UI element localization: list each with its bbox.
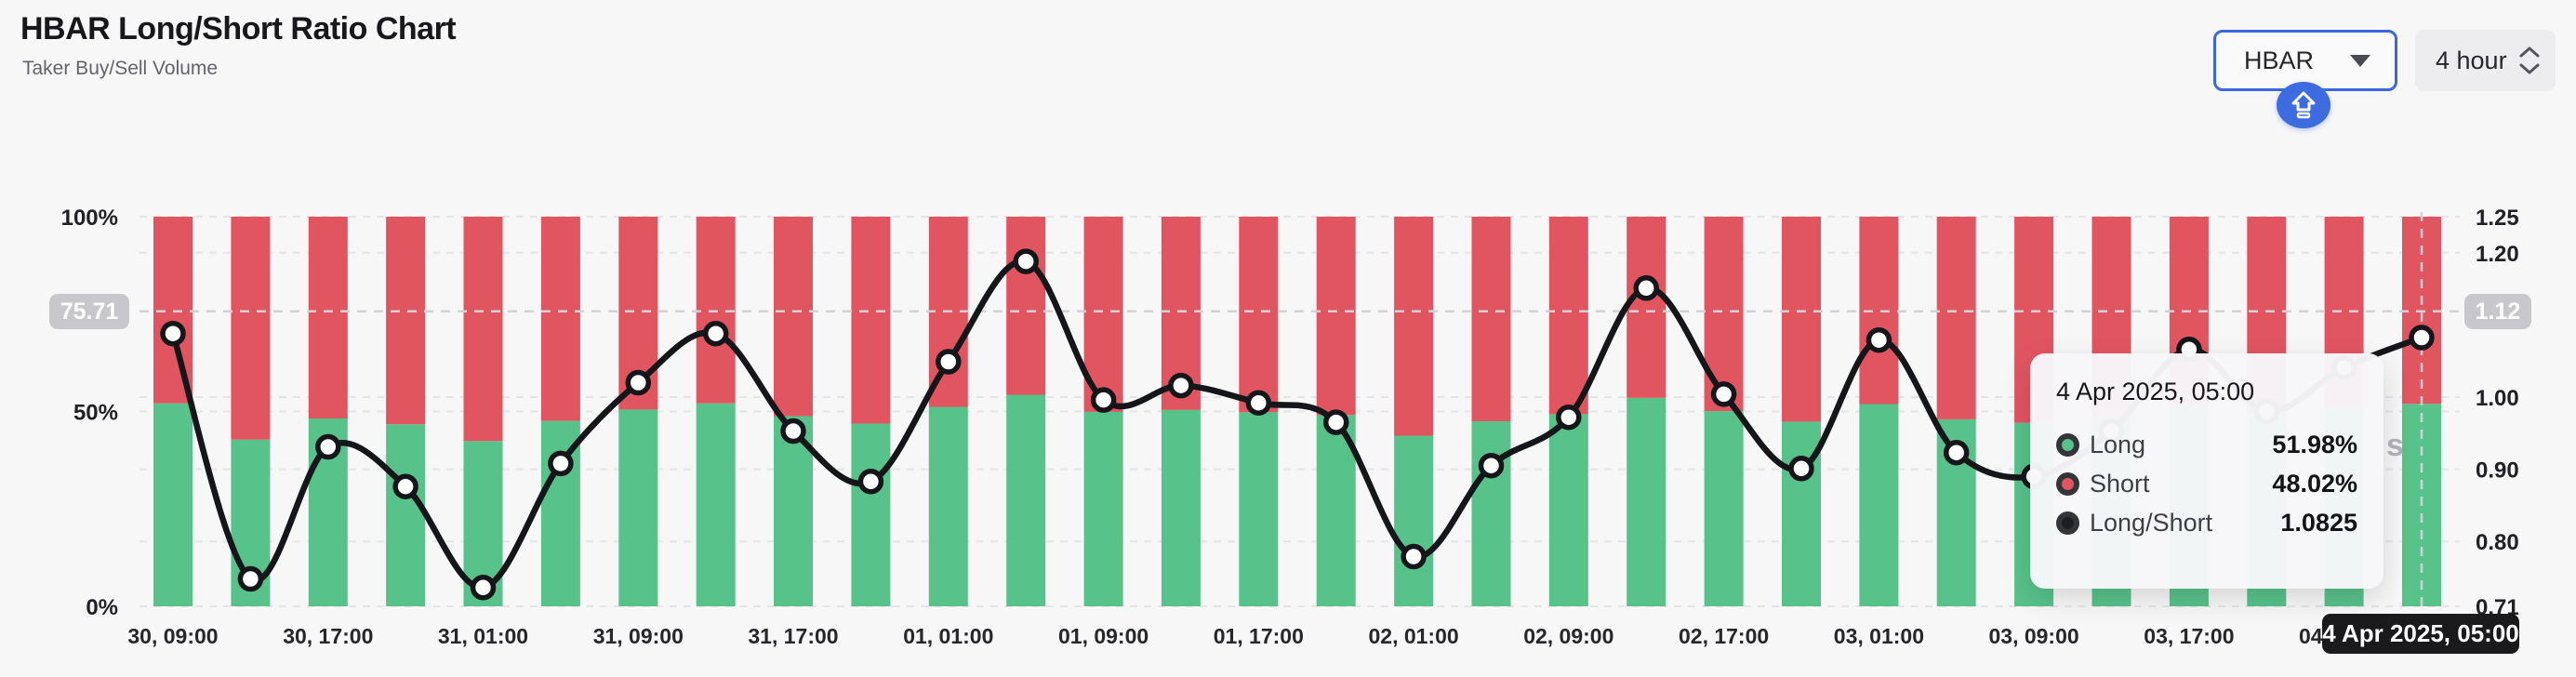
crosshair-right-value-badge: 1.12 (2464, 294, 2531, 329)
svg-text:01, 09:00: 01, 09:00 (1058, 624, 1149, 648)
svg-text:02, 01:00: 02, 01:00 (1368, 624, 1458, 648)
tooltip-row-long: Long 51.98% (2056, 431, 2357, 459)
longshort-marker-icon (2056, 511, 2079, 535)
svg-text:100%: 100% (61, 206, 118, 231)
updown-chevrons-icon (2518, 46, 2541, 74)
svg-text:02, 17:00: 02, 17:00 (1679, 624, 1769, 648)
svg-text:0.90: 0.90 (2476, 458, 2519, 484)
tooltip-row-short: Short 48.02% (2056, 470, 2357, 498)
arrow-up-icon (2291, 91, 2316, 119)
svg-text:30, 17:00: 30, 17:00 (283, 624, 373, 648)
page-title: HBAR Long/Short Ratio Chart (20, 11, 457, 46)
svg-text:01, 17:00: 01, 17:00 (1214, 624, 1304, 648)
chart-tooltip: 4 Apr 2025, 05:00 Long 51.98% Short 48.0… (2030, 353, 2383, 589)
tooltip-row-longshort: Long/Short 1.0825 (2056, 509, 2357, 538)
watermark: s (2386, 428, 2404, 463)
tooltip-short-label: Short (2090, 470, 2150, 498)
svg-text:31, 01:00: 31, 01:00 (438, 624, 528, 648)
interval-select-value: 4 hour (2436, 46, 2507, 74)
tooltip-short-value: 48.02% (2272, 470, 2357, 498)
svg-text:01, 01:00: 01, 01:00 (903, 624, 993, 648)
short-marker-icon (2056, 472, 2079, 496)
svg-text:31, 17:00: 31, 17:00 (748, 624, 838, 648)
tooltip-longshort-value: 1.0825 (2280, 509, 2357, 537)
svg-text:03, 09:00: 03, 09:00 (1988, 624, 2078, 648)
long-marker-icon (2056, 433, 2079, 457)
symbol-select-value: HBAR (2244, 46, 2315, 74)
tooltip-long-label: Long (2090, 431, 2146, 458)
svg-text:03, 17:00: 03, 17:00 (2144, 624, 2234, 648)
svg-text:02, 09:00: 02, 09:00 (1523, 624, 1613, 648)
chevron-down-icon (2350, 54, 2370, 67)
svg-text:1.25: 1.25 (2476, 206, 2519, 231)
upload-arrow-badge[interactable] (2277, 82, 2330, 128)
tooltip-long-value: 51.98% (2272, 431, 2357, 458)
svg-text:50%: 50% (73, 401, 118, 426)
svg-text:0%: 0% (86, 595, 118, 620)
crosshair-date-badge: 4 Apr 2025, 05:00 (2322, 614, 2519, 654)
svg-text:0.80: 0.80 (2476, 530, 2519, 555)
crosshair-left-value-badge: 75.71 (49, 294, 129, 329)
page-subtitle: Taker Buy/Sell Volume (22, 58, 219, 79)
tooltip-date: 4 Apr 2025, 05:00 (2056, 378, 2255, 405)
svg-text:03, 01:00: 03, 01:00 (1834, 624, 1924, 648)
svg-text:1.20: 1.20 (2476, 242, 2519, 267)
svg-text:1.00: 1.00 (2476, 386, 2519, 411)
interval-select[interactable]: 4 hour (2415, 30, 2556, 91)
tooltip-longshort-label: Long/Short (2090, 509, 2213, 537)
svg-text:30, 09:00: 30, 09:00 (127, 624, 218, 648)
svg-text:31, 09:00: 31, 09:00 (593, 624, 684, 648)
